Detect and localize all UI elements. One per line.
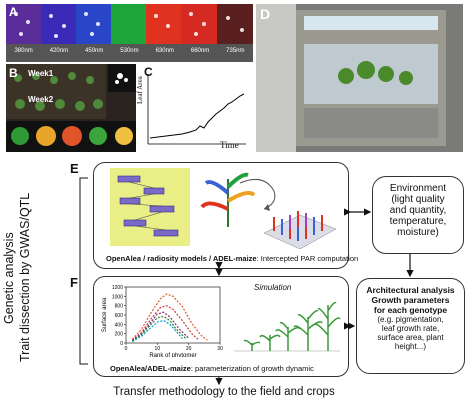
growth-chart: 0 200 400 600 800 1000 1200 0 10 20 30 Rank of phyt… [102,285,223,357]
panel-c-plot [147,74,246,145]
simulation-label: Simulation [254,283,292,292]
wavelength-label: 420nm [49,48,69,54]
wavelength-row: 380nm 420nm 450nm 530nm 630nm 660nm 735n… [6,48,253,60]
panel-a-label: A [9,5,18,19]
x-tick-label: 30 [217,346,223,352]
wavelength-label: 380nm [14,48,33,54]
panel-b: B Week1 Week2 [6,64,136,152]
side-text-genetic: Genetic analysis [2,232,16,324]
architecture-title: for each genotype [373,305,448,315]
week2-label: Week2 [28,95,54,104]
y-tick-label: 600 [115,313,124,319]
box-e-caption-rest: : Intercepted PAR computation [256,254,359,263]
y-tick-label: 800 [115,304,124,310]
wavelength-label: 530nm [120,48,139,54]
bottom-text: Transfer methodology to the field and cr… [113,386,335,398]
maize-light-model [200,172,256,227]
x-tick-label: 20 [186,346,192,352]
panel-c-ylabel: Leaf Area [136,76,144,104]
panel-d-photo [256,4,463,152]
panel-c-label: C [144,65,153,79]
openalea-screenshot [110,168,190,246]
panel-f-label: F [70,275,78,290]
environment-line: temperature, [389,216,447,227]
panel-e-label: E [70,161,79,176]
x-tick-label: 0 [125,346,128,352]
y-tick-label: 400 [115,322,124,328]
series-line [131,319,183,343]
panel-a: A 380nm 420nm 450nm 530nm 630nm 660nm 73… [6,4,253,62]
wavelength-label: 735nm [226,48,245,54]
architecture-line: height...) [394,342,427,351]
architecture-title: Growth parameters [371,295,450,305]
x-tick-label: 10 [155,346,161,352]
box-e-caption-bold: OpenAlea / radiosity models / ADEL-maize [106,254,257,263]
architecture-title: Architectural analysis [366,285,455,295]
panel-d-label: D [260,6,271,22]
box-e: E OpenAl [70,161,358,269]
box-f: F 0 200 400 600 800 1000 1200 0 10 20 30 Rank of ph… [70,275,349,377]
panel-b-photo [6,64,136,152]
box-f-caption: OpenAlea/ADEL-maize: parameterization of… [110,364,314,373]
box-e-caption: OpenAlea / radiosity models / ADEL-maize… [106,254,358,263]
panel-c-xlabel: Time [220,140,239,150]
maize-growth-simulation [234,301,341,352]
architecture-line: surface area, plant [377,333,444,342]
y-tick-label: 1000 [112,294,123,300]
wavelength-label: 450nm [85,48,104,54]
canopy-simulation [263,211,337,250]
environment-line: and quantity, [389,205,447,216]
curved-arrow [239,178,276,211]
environment-box: Environment (light quality and quantity,… [372,176,464,254]
y-tick-label: 1200 [112,285,123,291]
environment-line: (light quality [391,194,445,205]
panel-a-photo [6,4,253,62]
architecture-line: (e.g. pigmentation, [377,315,444,324]
panel-b-label: B [9,66,18,80]
environment-line: moisture) [397,227,439,238]
series-line [131,305,199,341]
chart-frame [125,286,221,344]
y-axis-label: Surface area [102,297,108,332]
environment-title: Environment [389,183,447,194]
y-tick-label: 0 [120,341,123,347]
y-tick-label: 200 [115,332,124,338]
box-f-caption-bold: OpenAlea/ADEL-maize [110,364,191,373]
box-f-caption-rest: : parameterization of growth dynamic [190,364,314,373]
panel-c: C Leaf Area Time [136,64,250,152]
series-line [131,293,208,341]
wavelength-label: 660nm [190,48,210,54]
wavelength-label: 630nm [155,48,174,54]
panel-d: D [256,4,463,152]
architecture-box: Architectural analysis Growth parameters… [356,278,465,374]
side-text-trait: Trait dissection by GWAS/QTL [18,192,32,362]
series-line [131,315,186,342]
week1-label: Week1 [28,69,54,78]
x-axis-label: Rank of phytomer [149,353,196,357]
series-line [131,311,190,342]
architecture-line: leaf growth rate, [381,324,440,333]
